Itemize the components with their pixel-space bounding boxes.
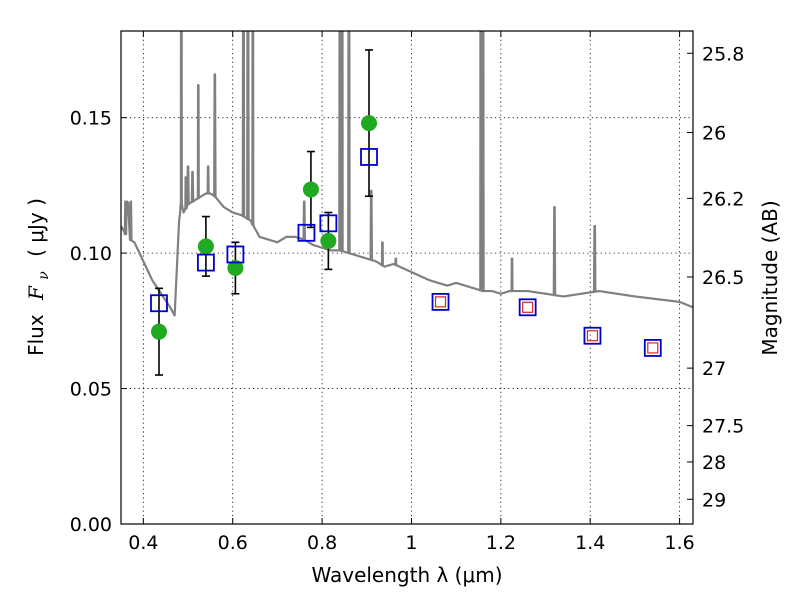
x-tick-label: 0.4 (128, 532, 158, 554)
magnitude-tick-label: 25.8 (702, 43, 744, 65)
magnitude-tick-label: 26 (702, 122, 726, 144)
model-square (150, 294, 168, 313)
y-tick-label: 0.05 (70, 379, 112, 401)
model-square-inner (434, 296, 447, 308)
y-tick-label: 0.15 (70, 108, 112, 130)
observed-point (197, 238, 214, 255)
magnitude-tick-label: 27 (702, 358, 726, 380)
model-square (226, 245, 245, 264)
observed-point (361, 115, 378, 132)
template-spectrum-layer (121, 31, 693, 317)
model-square (197, 253, 215, 272)
x-tick-label: 0.6 (218, 532, 248, 554)
plot-frame (120, 30, 694, 525)
model-square-inner (586, 330, 599, 342)
grid (121, 31, 693, 524)
magnitude-tick-label: 26.5 (702, 267, 744, 289)
y-tick-label: 0.10 (70, 243, 112, 265)
ticks-layer: 0.4 0.6 0.8 1 1.2 1.4 1.6 0.00 0.05 0.10 0.15 25.8 2… (70, 31, 744, 554)
model-square (297, 223, 316, 242)
model-square-inner (522, 301, 534, 313)
observed-point (320, 232, 337, 249)
model-square (518, 298, 537, 317)
x-tick-label: 1.4 (575, 532, 605, 554)
magnitude-tick-label: 28 (702, 452, 726, 474)
observed-point (150, 323, 167, 340)
magnitude-axis-label: Magnitude (AB) (758, 200, 782, 355)
x-axis-label: Wavelength λ (μm) (311, 563, 502, 587)
model-square (360, 148, 378, 166)
y-axis-label-subscript: ν (36, 271, 52, 280)
x-tick-label: 1.6 (664, 532, 694, 554)
template-spectrum-line (121, 31, 693, 317)
magnitude-tick-label: 26.2 (702, 188, 744, 210)
model-square (319, 214, 338, 233)
model-square (583, 326, 602, 345)
y-axis-label-unit: ( μJy ) (24, 198, 48, 257)
model-points-layer (150, 148, 662, 357)
observed-points-layer (150, 115, 378, 340)
model-square (643, 339, 662, 357)
magnitude-tick-label: 27.5 (702, 416, 744, 438)
y-axis-label-symbol: F (24, 285, 48, 301)
magnitude-tick-label: 29 (702, 489, 726, 511)
x-tick-label: 1.2 (486, 532, 516, 554)
model-square (431, 292, 450, 311)
observed-point (302, 181, 319, 198)
x-tick-label: 1 (405, 532, 417, 554)
y-tick-label: 0.00 (70, 514, 112, 536)
observed-point (227, 260, 244, 277)
y-axis-label: Flux F ν ( μJy ) (24, 198, 53, 356)
model-square-inner (647, 342, 659, 354)
y-axis-label-prefix: Flux (24, 314, 48, 356)
x-tick-label: 0.8 (307, 532, 337, 554)
